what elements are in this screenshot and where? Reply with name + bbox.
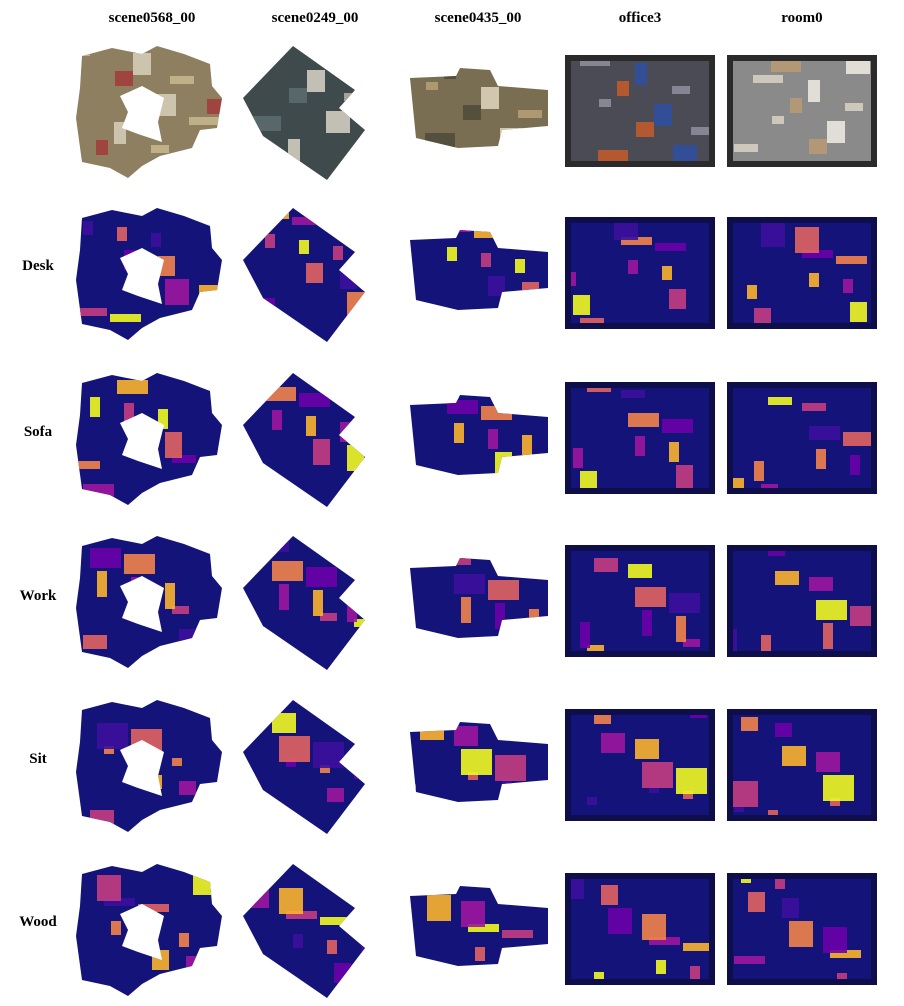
rgb-scene-image (722, 38, 882, 188)
column-header: scene0568_00 (108, 10, 196, 26)
row-label: Desk (22, 258, 54, 274)
heatmap-image (560, 528, 720, 678)
column-header: office3 (618, 10, 662, 26)
heatmap-image (72, 365, 232, 515)
rgb-scene-image (235, 38, 395, 188)
heatmap-image (72, 528, 232, 678)
heatmap-image (72, 200, 232, 350)
rgb-scene-image (72, 38, 232, 188)
heatmap-image (398, 692, 558, 842)
row-label: Work (19, 588, 57, 604)
heatmap-image (560, 692, 720, 842)
heatmap-image (235, 528, 395, 678)
heatmap-image (235, 200, 395, 350)
row-label: Sofa (23, 424, 53, 440)
heatmap-image (235, 692, 395, 842)
heatmap-image (560, 200, 720, 350)
column-header: scene0435_00 (434, 10, 522, 26)
heatmap-image (722, 200, 882, 350)
heatmap-image (722, 365, 882, 515)
row-label: Sit (29, 751, 47, 767)
heatmap-image (398, 365, 558, 515)
rgb-scene-image (560, 38, 720, 188)
column-header: room0 (781, 10, 823, 26)
heatmap-image (235, 856, 395, 1006)
heatmap-image (722, 856, 882, 1006)
heatmap-image (398, 528, 558, 678)
heatmap-image (72, 692, 232, 842)
heatmap-image (560, 365, 720, 515)
rgb-scene-image (398, 38, 558, 188)
heatmap-image (722, 692, 882, 842)
column-header: scene0249_00 (271, 10, 359, 26)
heatmap-image (398, 200, 558, 350)
row-label: Wood (19, 914, 57, 930)
heatmap-image (235, 365, 395, 515)
heatmap-image (560, 856, 720, 1006)
heatmap-image (72, 856, 232, 1006)
heatmap-image (722, 528, 882, 678)
heatmap-image (398, 856, 558, 1006)
